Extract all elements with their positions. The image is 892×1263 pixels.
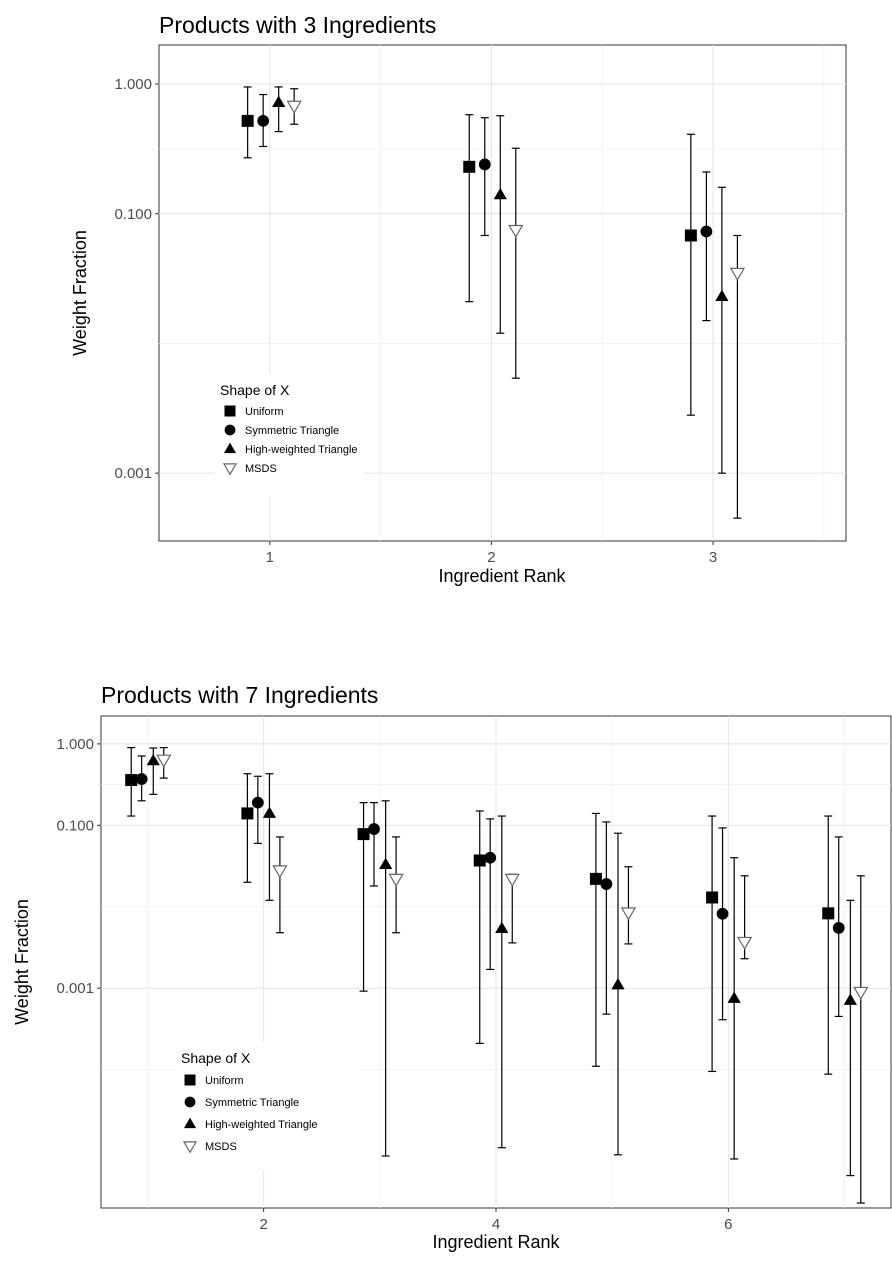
data-point-circle	[135, 773, 148, 785]
legend-key-triangle-up	[223, 442, 237, 454]
x-tick-label: 6	[724, 1216, 732, 1233]
data-points	[241, 95, 746, 302]
error-bars	[243, 86, 742, 519]
legend-label: Uniform	[245, 406, 284, 418]
data-point-square	[706, 891, 719, 904]
data-point-triangle-up	[379, 857, 393, 870]
legend-key-square	[224, 405, 236, 417]
legend-label: MSDS	[205, 1141, 237, 1153]
y-tick-label: 1.000	[114, 76, 152, 93]
legend: Shape of X Uniform Symmetric Triangle High…	[175, 1042, 360, 1170]
data-point-circle	[478, 158, 491, 171]
y-axis-ticks: 0.001 0.100 1.000	[56, 736, 101, 997]
x-axis-ticks: 1 2 3	[266, 541, 717, 566]
data-point-triangle-up	[611, 977, 625, 990]
y-axis-ticks: 0.001 0.100 1.000	[114, 76, 159, 482]
data-point-triangle-up	[262, 806, 277, 818]
y-tick-label: 1.000	[56, 736, 94, 753]
legend: Shape of X Uniform Symmetric Triangle High…	[214, 374, 364, 496]
legend-items: Uniform Symmetric Triangle High-weighted T…	[182, 1074, 318, 1154]
y-tick-label: 0.100	[56, 817, 94, 834]
data-point-square	[589, 872, 602, 885]
x-tick-label: 2	[259, 1216, 267, 1233]
data-point-circle	[700, 225, 713, 238]
data-point-triangle-down-open	[736, 936, 753, 951]
data-point-square	[463, 160, 476, 173]
data-point-triangle-down-open	[156, 754, 172, 768]
legend-items: Uniform Symmetric Triangle High-weighted T…	[222, 405, 358, 476]
data-point-square	[684, 229, 697, 242]
x-tick-label: 1	[266, 549, 274, 566]
chart-7-ingredients: Products with 7 Ingredients 2 4 6 0.001 0.1…	[12, 682, 892, 1252]
legend-key-circle	[184, 1096, 196, 1108]
y-tick-label: 0.001	[56, 980, 94, 997]
data-point-square	[241, 807, 254, 820]
data-point-circle	[368, 823, 380, 835]
legend-label: Symmetric Triangle	[245, 425, 339, 437]
data-point-triangle-down-open	[853, 986, 869, 1001]
error-bars	[127, 747, 865, 1204]
chart-title: Products with 7 Ingredients	[101, 682, 378, 708]
data-point-circle	[257, 115, 270, 127]
legend-background	[214, 374, 364, 496]
y-tick-label: 0.001	[114, 465, 152, 482]
data-point-circle	[600, 878, 613, 890]
chart-title: Products with 3 Ingredients	[159, 12, 436, 38]
data-point-square	[357, 828, 370, 841]
legend-title: Shape of X	[220, 382, 290, 398]
x-tick-label: 4	[492, 1216, 500, 1233]
data-point-triangle-down-open	[620, 907, 637, 921]
legend-label: Uniform	[205, 1075, 244, 1087]
data-point-square	[822, 907, 835, 920]
data-point-triangle-down-open	[272, 865, 288, 879]
x-axis-label: Ingredient Rank	[432, 1232, 560, 1252]
data-point-triangle-down-open	[388, 873, 404, 887]
data-point-triangle-down-open	[504, 873, 520, 887]
legend-label: MSDS	[245, 463, 277, 475]
x-axis-label: Ingredient Rank	[438, 566, 566, 586]
data-point-triangle-up	[843, 993, 857, 1005]
data-point-triangle-down-open	[729, 267, 746, 281]
legend-key-circle	[224, 424, 236, 436]
legend-title: Shape of X	[181, 1050, 251, 1066]
data-point-square	[241, 114, 254, 127]
y-tick-label: 0.100	[114, 206, 152, 223]
legend-key-triangle-down-open	[182, 1141, 198, 1154]
legend-key-triangle-up	[183, 1117, 197, 1129]
data-point-triangle-down-open	[508, 224, 524, 239]
data-point-circle	[484, 851, 497, 864]
chart-3-ingredients: Products with 3 Ingredients 1 2 3 0.001 0.1…	[70, 12, 847, 586]
data-point-triangle-up	[146, 753, 160, 766]
x-tick-label: 2	[487, 549, 495, 566]
data-point-triangle-down-open	[286, 100, 302, 114]
data-point-triangle-up	[495, 921, 509, 934]
legend-label: Symmetric Triangle	[205, 1097, 299, 1109]
data-point-square	[125, 774, 138, 787]
data-point-triangle-up	[715, 289, 729, 302]
data-point-triangle-up	[493, 187, 507, 200]
y-axis-label: Weight Fraction	[70, 230, 90, 356]
legend-background	[175, 1042, 360, 1170]
data-point-circle	[832, 922, 845, 934]
data-points	[125, 753, 869, 1005]
data-point-square	[473, 854, 486, 867]
x-tick-label: 3	[709, 549, 717, 566]
legend-label: High-weighted Triangle	[205, 1119, 318, 1131]
legend-key-square	[184, 1074, 196, 1086]
data-point-circle	[716, 907, 729, 920]
y-axis-label: Weight Fraction	[12, 899, 32, 1025]
legend-key-triangle-down-open	[222, 463, 238, 476]
data-point-triangle-up	[272, 95, 286, 108]
data-point-triangle-up	[727, 991, 741, 1003]
data-point-circle	[251, 796, 264, 809]
legend-label: High-weighted Triangle	[245, 444, 358, 456]
x-axis-ticks: 2 4 6	[259, 1208, 733, 1233]
